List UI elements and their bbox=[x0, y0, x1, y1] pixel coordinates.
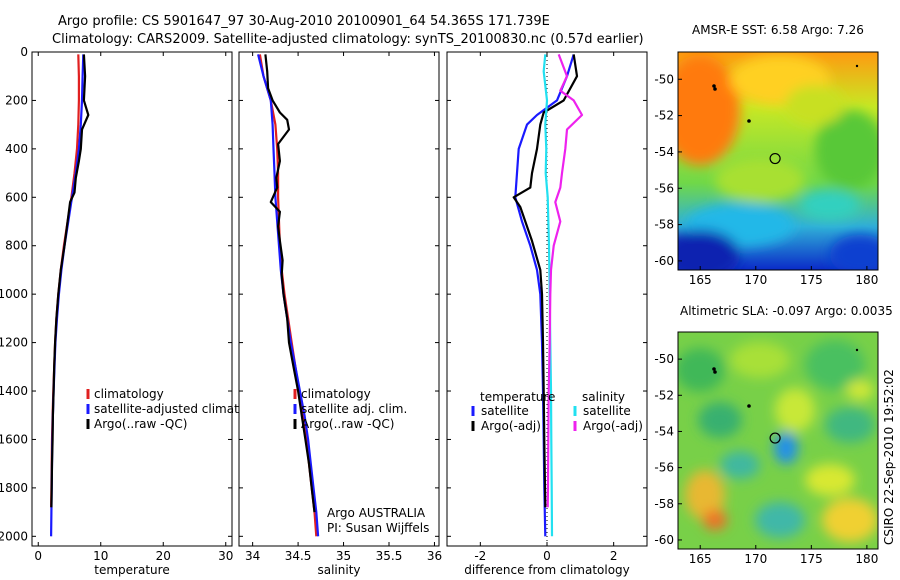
series-line bbox=[264, 54, 316, 513]
map-x-tick-label: 175 bbox=[800, 552, 823, 566]
sla-map-title: Altimetric SLA: -0.097 Argo: 0.0035 bbox=[680, 304, 893, 318]
series-line bbox=[512, 54, 579, 508]
legend-label: climatology bbox=[94, 387, 164, 401]
depth-tick-label: 1400 bbox=[0, 384, 28, 398]
legend-label: satellite bbox=[583, 404, 631, 418]
map-y-tick-label: -52 bbox=[654, 109, 674, 123]
map-x-tick-label: 180 bbox=[855, 273, 878, 287]
legend-label: climatology bbox=[301, 387, 371, 401]
series-line bbox=[542, 54, 554, 537]
title-line-1: Argo profile: CS 5901647_97 30-Aug-2010 … bbox=[58, 14, 550, 29]
series-line bbox=[546, 54, 584, 508]
sst-map-title: AMSR-E SST: 6.58 Argo: 7.26 bbox=[692, 23, 864, 37]
map-x-tick-label: 165 bbox=[689, 552, 712, 566]
legend-label: Argo(..raw -QC) bbox=[94, 417, 187, 431]
sla-map-panel: Altimetric SLA: -0.097 Argo: 0.0035 bbox=[654, 304, 892, 566]
track-dot bbox=[713, 87, 717, 91]
map-y-tick-label: -60 bbox=[654, 533, 674, 547]
map-y-tick-label: -56 bbox=[654, 461, 674, 475]
track-dot bbox=[712, 84, 716, 88]
track-dot bbox=[713, 370, 717, 374]
map-y-tick-label: -58 bbox=[654, 497, 674, 511]
depth-tick-label: 0 bbox=[20, 45, 28, 59]
map-y-tick-label: -60 bbox=[654, 254, 674, 268]
x-tick-label: 0 bbox=[543, 549, 551, 563]
map-x-tick-label: 165 bbox=[689, 273, 712, 287]
legend-label: Argo(-adj) bbox=[481, 419, 541, 433]
x-tick-label: 20 bbox=[156, 549, 171, 563]
track-dot bbox=[747, 404, 751, 408]
map-y-tick-label: -52 bbox=[654, 388, 674, 402]
legend-label: Argo(-adj) bbox=[583, 419, 643, 433]
salinity-panel: 34 34.5 35 35.5 36 salinity climatologysatelli… bbox=[238, 51, 442, 577]
map-x-tick-label: 175 bbox=[800, 273, 823, 287]
depth-tick-label: 800 bbox=[5, 239, 28, 253]
map-x-tick-label: 170 bbox=[744, 273, 767, 287]
legend-label: satellite-adjusted climatology bbox=[94, 402, 272, 416]
depth-tick-label: 2000 bbox=[0, 529, 28, 543]
depth-tick-label: 1200 bbox=[0, 336, 28, 350]
map-x-tick-label: 170 bbox=[744, 552, 767, 566]
credit-stamp: CSIRO 22-Sep-2010 19:52:02 bbox=[882, 369, 896, 545]
track-dot bbox=[855, 64, 859, 68]
x-axis-label: temperature bbox=[94, 563, 169, 577]
float-position-marker bbox=[769, 152, 781, 165]
pi-label: PI: Susan Wijffels bbox=[327, 521, 429, 535]
x-tick-label: 2 bbox=[610, 549, 618, 563]
legend-header-temperature: temperature bbox=[480, 390, 555, 404]
map-y-tick-label: -54 bbox=[654, 424, 674, 438]
sst-map-panel: AMSR-E SST: 6.58 Argo: 7.26 165 170 175 180… bbox=[654, 23, 879, 287]
track-dot bbox=[747, 119, 751, 123]
float-position-marker bbox=[769, 432, 781, 444]
depth-tick-label: 200 bbox=[5, 93, 28, 107]
depth-tick-label: 1000 bbox=[0, 287, 28, 301]
x-tick-label: 0 bbox=[34, 549, 42, 563]
series-line bbox=[50, 54, 90, 508]
map-y-tick-label: -54 bbox=[654, 145, 674, 159]
legend-label: satellite adj. clim. bbox=[301, 402, 407, 416]
legend-label: satellite bbox=[481, 404, 529, 418]
x-tick-label: 34.5 bbox=[285, 549, 312, 563]
x-tick-label: 30 bbox=[218, 549, 233, 563]
x-tick-label: 34 bbox=[245, 549, 260, 563]
float-program-label: Argo AUSTRALIA bbox=[327, 506, 426, 520]
track-dot bbox=[855, 348, 859, 352]
x-axis-label: difference from climatology bbox=[464, 563, 630, 577]
x-tick-label: 10 bbox=[93, 549, 108, 563]
map-y-tick-label: -58 bbox=[654, 218, 674, 232]
depth-tick-label: 600 bbox=[5, 190, 28, 204]
x-tick-label: 35 bbox=[336, 549, 351, 563]
title-line-2: Climatology: CARS2009. Satellite-adjuste… bbox=[52, 32, 644, 47]
legend-label: Argo(..raw -QC) bbox=[301, 417, 394, 431]
temperature-panel: 0 200 400 600 800 1000 1200 1400 1600 1800 2000 0 10… bbox=[0, 45, 272, 577]
map-y-tick-label: -50 bbox=[654, 352, 674, 366]
depth-tick-label: 1800 bbox=[0, 481, 28, 495]
legend-header-salinity: salinity bbox=[582, 390, 625, 404]
x-axis-label: salinity bbox=[317, 563, 360, 577]
depth-tick-label: 1600 bbox=[0, 432, 28, 446]
map-y-tick-label: -50 bbox=[654, 72, 674, 86]
track-dot bbox=[712, 367, 716, 371]
x-tick-label: 35.5 bbox=[376, 549, 403, 563]
map-x-tick-label: 180 bbox=[855, 552, 878, 566]
x-tick-label: -2 bbox=[474, 549, 486, 563]
x-tick-label: 36 bbox=[427, 549, 442, 563]
map-y-tick-label: -56 bbox=[654, 181, 674, 195]
depth-tick-label: 400 bbox=[5, 142, 28, 156]
